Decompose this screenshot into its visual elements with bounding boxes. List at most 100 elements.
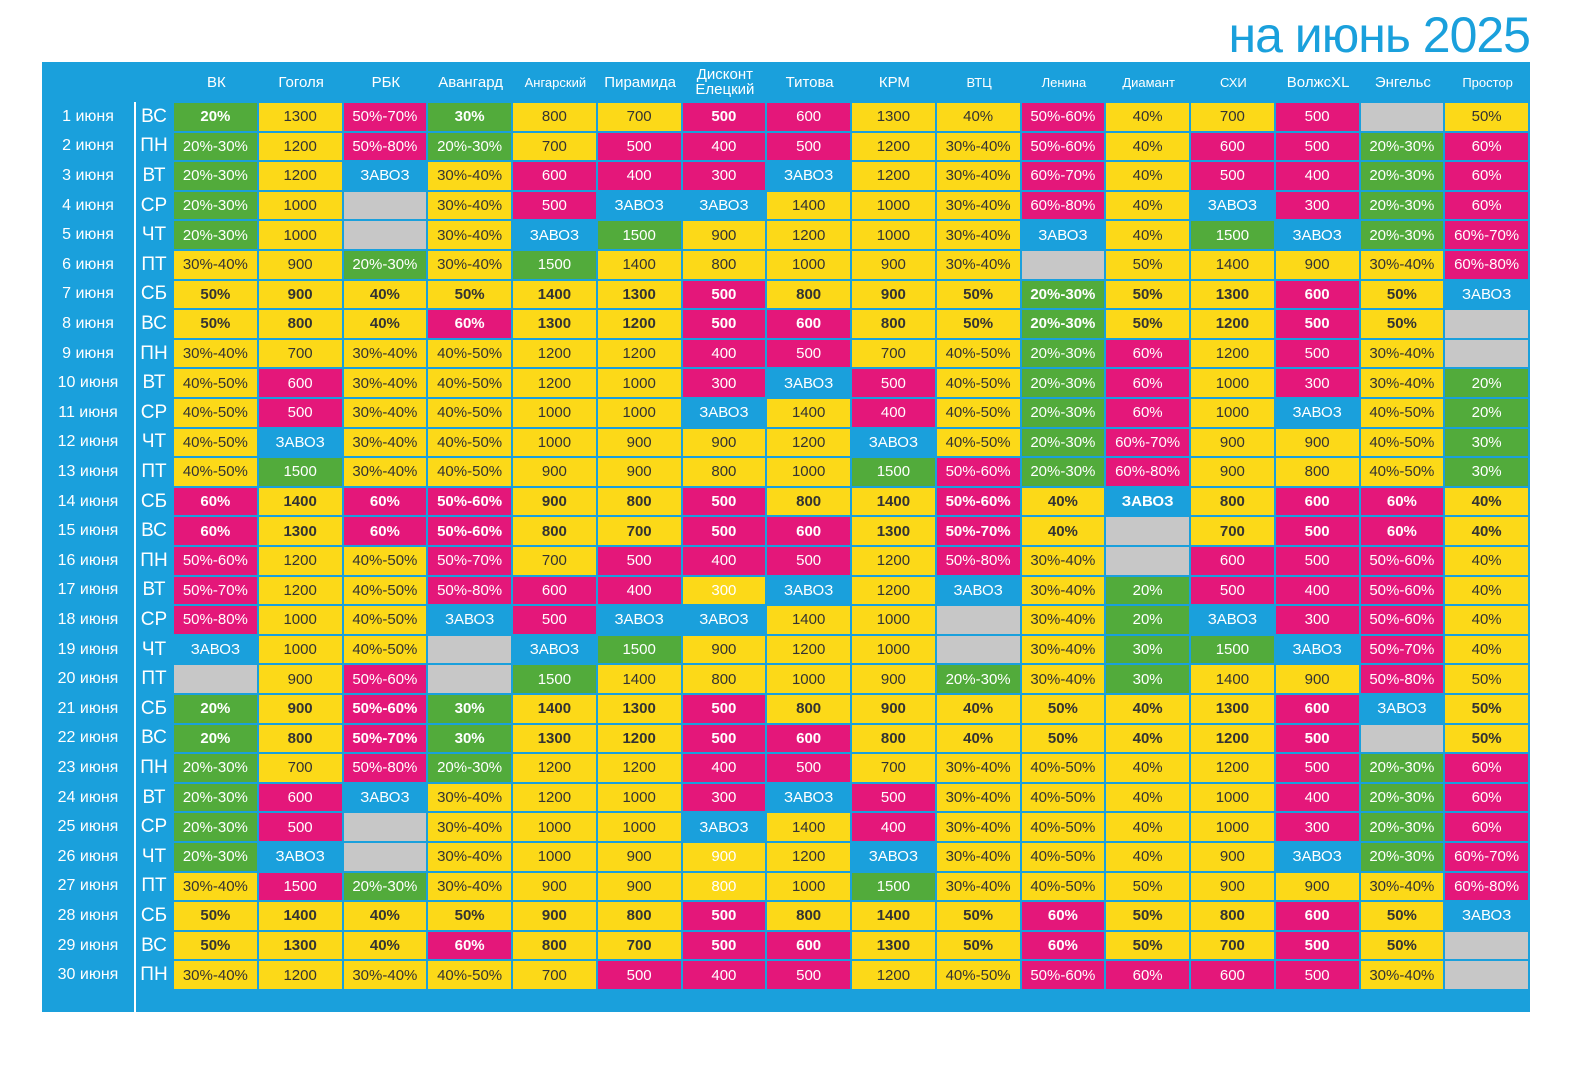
schedule-cell: 500 <box>682 487 766 516</box>
column-header: Энгельс <box>1374 73 1431 91</box>
row-date: 24 июня <box>57 788 119 806</box>
schedule-cell <box>1445 931 1528 960</box>
schedule-cell: 900 <box>513 872 596 901</box>
schedule-cell: 1400 <box>767 606 850 634</box>
schedule-cell <box>428 635 511 664</box>
schedule-cell: 40% <box>343 280 427 309</box>
schedule-cell <box>1445 961 1528 989</box>
schedule-cell: 1000 <box>513 843 596 871</box>
schedule-cell: ЗАВОЗ <box>1106 487 1189 516</box>
schedule-cell: 1000 <box>258 221 342 249</box>
schedule-cell: 1200 <box>258 547 342 575</box>
schedule-cell: 500 <box>682 724 766 753</box>
schedule-cell: 40%-50% <box>428 399 511 427</box>
schedule-cell: 30%-40% <box>936 132 1020 161</box>
schedule-cell: 1500 <box>258 458 342 486</box>
schedule-cell: 20% <box>1106 576 1189 605</box>
row-date: 6 июня <box>62 255 114 273</box>
schedule-cell: 60% <box>1445 754 1528 782</box>
schedule-cell: 700 <box>1191 103 1274 131</box>
schedule-cell: 20%-30% <box>1360 843 1444 871</box>
schedule-cell: 40%-50% <box>1021 754 1105 782</box>
row-date: 15 июня <box>57 522 119 540</box>
schedule-cell: 300 <box>682 162 766 190</box>
schedule-cell: 50% <box>1445 695 1528 723</box>
schedule-cell: 50% <box>174 310 257 338</box>
schedule-cell: 1300 <box>258 103 342 131</box>
schedule-cell: 30%-40% <box>1021 576 1105 605</box>
schedule-cell: 30%-40% <box>428 191 511 220</box>
schedule-cell: 60% <box>343 487 427 516</box>
schedule-cell: 40% <box>343 310 427 338</box>
schedule-cell: 300 <box>682 783 766 812</box>
schedule-cell: 30%-40% <box>343 961 427 989</box>
row-day-of-week: ПН <box>140 135 168 157</box>
schedule-cell: 30%-40% <box>1360 369 1444 397</box>
schedule-cell: 40% <box>1445 635 1528 664</box>
schedule-cell: 40%-50% <box>936 369 1020 397</box>
schedule-cell: 1000 <box>1191 813 1274 841</box>
schedule-cell: 1400 <box>767 191 850 220</box>
row-day-of-week: ВС <box>141 105 167 127</box>
schedule-cell: 600 <box>1191 132 1274 161</box>
column-header: РБК <box>371 73 401 91</box>
schedule-cell: ЗАВОЗ <box>767 369 850 397</box>
schedule-cell: 1000 <box>852 191 935 220</box>
schedule-cell: 50%-60% <box>428 487 511 516</box>
schedule-cell: 50%-80% <box>343 754 427 782</box>
schedule-cell: 40%-50% <box>1360 399 1444 427</box>
row-day-of-week: ВТ <box>142 786 166 808</box>
schedule-cell: 700 <box>513 547 596 575</box>
schedule-cell: 50%-60% <box>343 695 427 723</box>
schedule-cell <box>1445 310 1528 338</box>
schedule-cell: 600 <box>513 576 596 605</box>
schedule-cell: 30%-40% <box>428 221 511 249</box>
schedule-cell: 500 <box>1275 339 1359 368</box>
column-header: ВК <box>207 73 226 91</box>
schedule-cell: 40%-50% <box>174 428 257 457</box>
schedule-cell: 1000 <box>852 606 935 634</box>
schedule-cell: ЗАВОЗ <box>1275 399 1359 427</box>
row-date: 25 июня <box>57 818 119 836</box>
schedule-cell: 50%-60% <box>1021 103 1105 131</box>
schedule-cell: 500 <box>258 399 342 427</box>
schedule-cell: 60% <box>174 517 257 545</box>
schedule-cell: 1200 <box>258 576 342 605</box>
schedule-cell: 30%-40% <box>1021 547 1105 575</box>
schedule-cell <box>343 813 427 841</box>
schedule-cell: 600 <box>1275 902 1359 930</box>
schedule-cell: 400 <box>597 576 681 605</box>
schedule-cell: 900 <box>597 458 681 486</box>
schedule-cell: 40% <box>1106 813 1189 841</box>
schedule-cell: ЗАВОЗ <box>936 576 1020 605</box>
schedule-cell: 500 <box>1191 162 1274 190</box>
schedule-cell: 1400 <box>767 813 850 841</box>
schedule-cell: 800 <box>258 724 342 753</box>
schedule-cell: 800 <box>852 310 935 338</box>
schedule-cell: 30%-40% <box>936 872 1020 901</box>
schedule-cell: 1000 <box>1191 369 1274 397</box>
schedule-cell: 1500 <box>258 872 342 901</box>
schedule-cell: 500 <box>513 191 596 220</box>
schedule-cell: 800 <box>597 487 681 516</box>
row-day-of-week: ВС <box>141 520 167 542</box>
schedule-cell: 50%-80% <box>936 547 1020 575</box>
schedule-cell: 60% <box>1021 931 1105 960</box>
schedule-cell: 50%-70% <box>936 517 1020 545</box>
schedule-cell: 60%-80% <box>1445 251 1528 279</box>
schedule-cell <box>428 665 511 693</box>
schedule-cell: ЗАВОЗ <box>1275 221 1359 249</box>
schedule-cell: 900 <box>1275 251 1359 279</box>
schedule-cell: 500 <box>682 931 766 960</box>
schedule-cell: 30%-40% <box>174 961 257 989</box>
row-day-of-week: ПТ <box>141 460 167 482</box>
row-day-of-week: ПТ <box>141 668 167 690</box>
schedule-cell: 500 <box>682 902 766 930</box>
schedule-cell: 500 <box>1275 310 1359 338</box>
schedule-cell: 60% <box>1021 902 1105 930</box>
schedule-cell: 300 <box>1275 813 1359 841</box>
row-day-of-week: СР <box>140 194 168 216</box>
row-day-of-week: ПН <box>140 964 168 986</box>
schedule-cell: 1000 <box>597 813 681 841</box>
schedule-cell: 1000 <box>1191 783 1274 812</box>
